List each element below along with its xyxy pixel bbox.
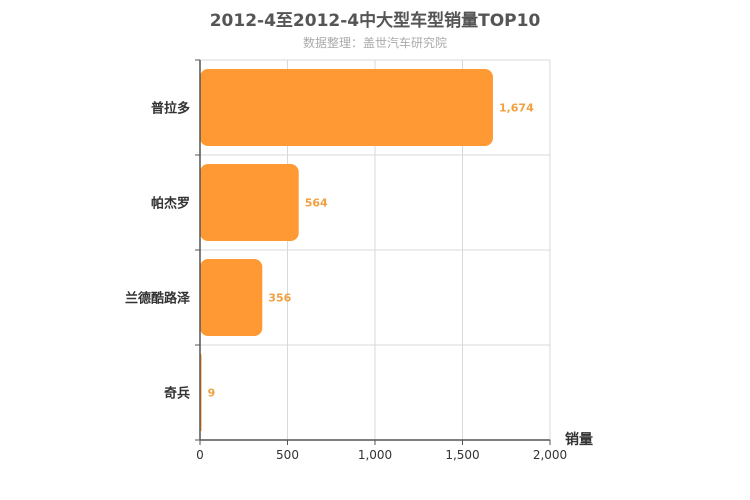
x-axis-title: 销量 (565, 431, 593, 448)
x-tick-label: 1,500 (445, 448, 479, 462)
bar-value-label: 564 (305, 197, 328, 210)
bar-1 (200, 69, 493, 146)
bar-value-label: 356 (268, 292, 291, 305)
chart-subtitle: 数据整理：盖世汽车研究院 (302, 36, 447, 50)
chart-title: 2012-4至2012-4中大型车型销量TOP10 (209, 11, 541, 31)
x-tick-label: 2,000 (533, 448, 567, 462)
x-tick-label: 0 (196, 448, 204, 462)
x-tick-label: 500 (276, 448, 299, 462)
category-label: 兰德酷路泽 (125, 291, 191, 307)
category-label: 帕杰罗 (151, 196, 190, 212)
bar-2 (200, 164, 299, 241)
category-label: 奇兵 (164, 386, 190, 402)
x-tick-label: 1,000 (358, 448, 392, 462)
bar-value-label: 9 (208, 387, 216, 400)
bar-3 (200, 259, 263, 336)
category-label: 普拉多 (151, 101, 190, 117)
bar-value-label: 1,674 (499, 102, 534, 115)
